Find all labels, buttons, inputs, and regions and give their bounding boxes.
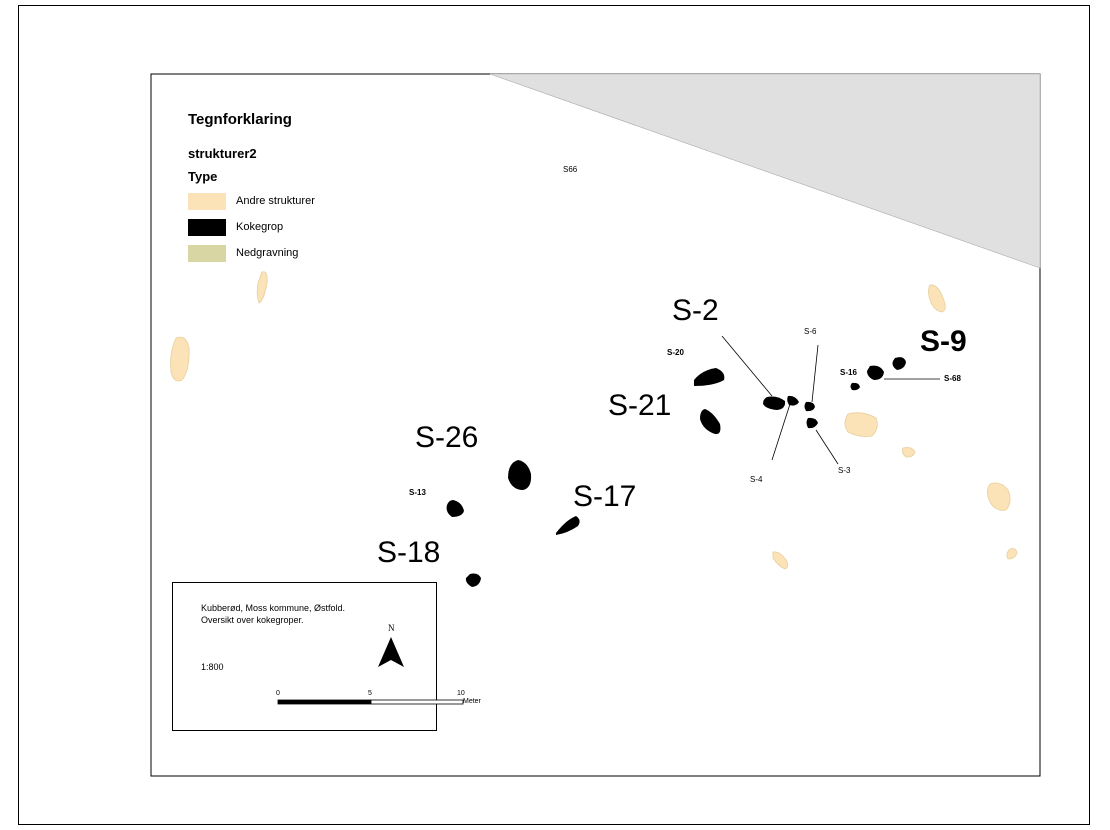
structure-feature — [1006, 548, 1018, 560]
legend-swatch — [188, 244, 226, 262]
legend-item-nedgravning: Nedgravning — [188, 244, 298, 262]
scale-ratio: 1:800 — [201, 662, 224, 672]
structure-feature — [928, 284, 946, 313]
scale-bar — [277, 699, 464, 705]
andre-strukturer-features — [170, 271, 1018, 570]
label-s9: S-9 — [920, 325, 967, 358]
legend-item-label: Kokegrop — [236, 221, 284, 233]
legend-swatch — [188, 218, 226, 236]
label-s17: S-17 — [573, 480, 637, 513]
pit-s21 — [700, 409, 721, 435]
legend-item-label: Andre strukturer — [236, 195, 315, 207]
structure-feature — [772, 551, 789, 570]
legend-field-name: Type — [188, 169, 218, 184]
label-s6: S-6 — [804, 327, 817, 336]
leader-line-s4 — [771, 403, 791, 461]
label-s68: S-68 — [944, 374, 961, 383]
pit-s2-b — [787, 395, 799, 406]
pit-s6 — [804, 401, 815, 412]
label-s2: S-2 — [672, 294, 719, 327]
scale-tick-label: 0 — [276, 690, 280, 697]
structure-feature — [844, 412, 878, 437]
label-s18: S-18 — [377, 536, 441, 569]
scale-unit-label: Meter — [463, 698, 481, 705]
map-title-line-1: Kubberød, Moss kommune, Østfold. — [201, 603, 346, 613]
structure-feature — [256, 271, 268, 304]
kokegrop-features — [446, 357, 906, 587]
label-s21: S-21 — [608, 389, 672, 422]
map-title-line-2: Oversikt over kokegroper. — [201, 615, 304, 625]
label-s4: S-4 — [750, 475, 763, 484]
north-arrow-icon — [378, 637, 404, 667]
pit-s26 — [508, 460, 532, 490]
pit-s17 — [556, 516, 580, 535]
pit-s68 — [867, 365, 884, 380]
pit-s16 — [850, 382, 860, 391]
leader-line-s2 — [721, 335, 773, 397]
pit-s9 — [892, 357, 906, 370]
structure-feature — [170, 336, 190, 382]
structure-feature — [987, 482, 1011, 511]
scale-tick-label: 10 — [457, 690, 465, 697]
page-frame — [18, 5, 1090, 825]
legend-layer-name: strukturer2 — [188, 146, 257, 161]
north-label: N — [388, 623, 395, 633]
legend-item-andre-strukturer: Andre strukturer — [188, 192, 315, 210]
label-s20: S-20 — [667, 348, 684, 357]
structure-feature — [902, 447, 916, 458]
label-s66: S66 — [563, 165, 578, 174]
pit-s13 — [446, 500, 464, 517]
legend-swatch — [188, 192, 226, 210]
label-s26: S-26 — [415, 421, 479, 454]
label-s16: S-16 — [840, 368, 857, 377]
pit-s18 — [465, 573, 481, 587]
shaded-area — [489, 73, 1041, 269]
leader-line-s6 — [811, 344, 819, 403]
legend-item-kokegrop: Kokegrop — [188, 218, 283, 236]
label-s13: S-13 — [409, 488, 426, 497]
title-block: Kubberød, Moss kommune, Østfold. Oversik… — [172, 582, 481, 731]
legend-title: Tegnforklaring — [188, 111, 292, 128]
legend-item-label: Nedgravning — [236, 247, 299, 259]
pit-s3 — [806, 417, 818, 429]
label-s3: S-3 — [838, 466, 851, 475]
pit-s2-a — [763, 396, 786, 410]
scale-tick-label: 5 — [368, 690, 372, 697]
leader-lines — [721, 335, 940, 465]
leader-line-s3 — [815, 429, 839, 465]
pit-s20 — [694, 368, 725, 386]
